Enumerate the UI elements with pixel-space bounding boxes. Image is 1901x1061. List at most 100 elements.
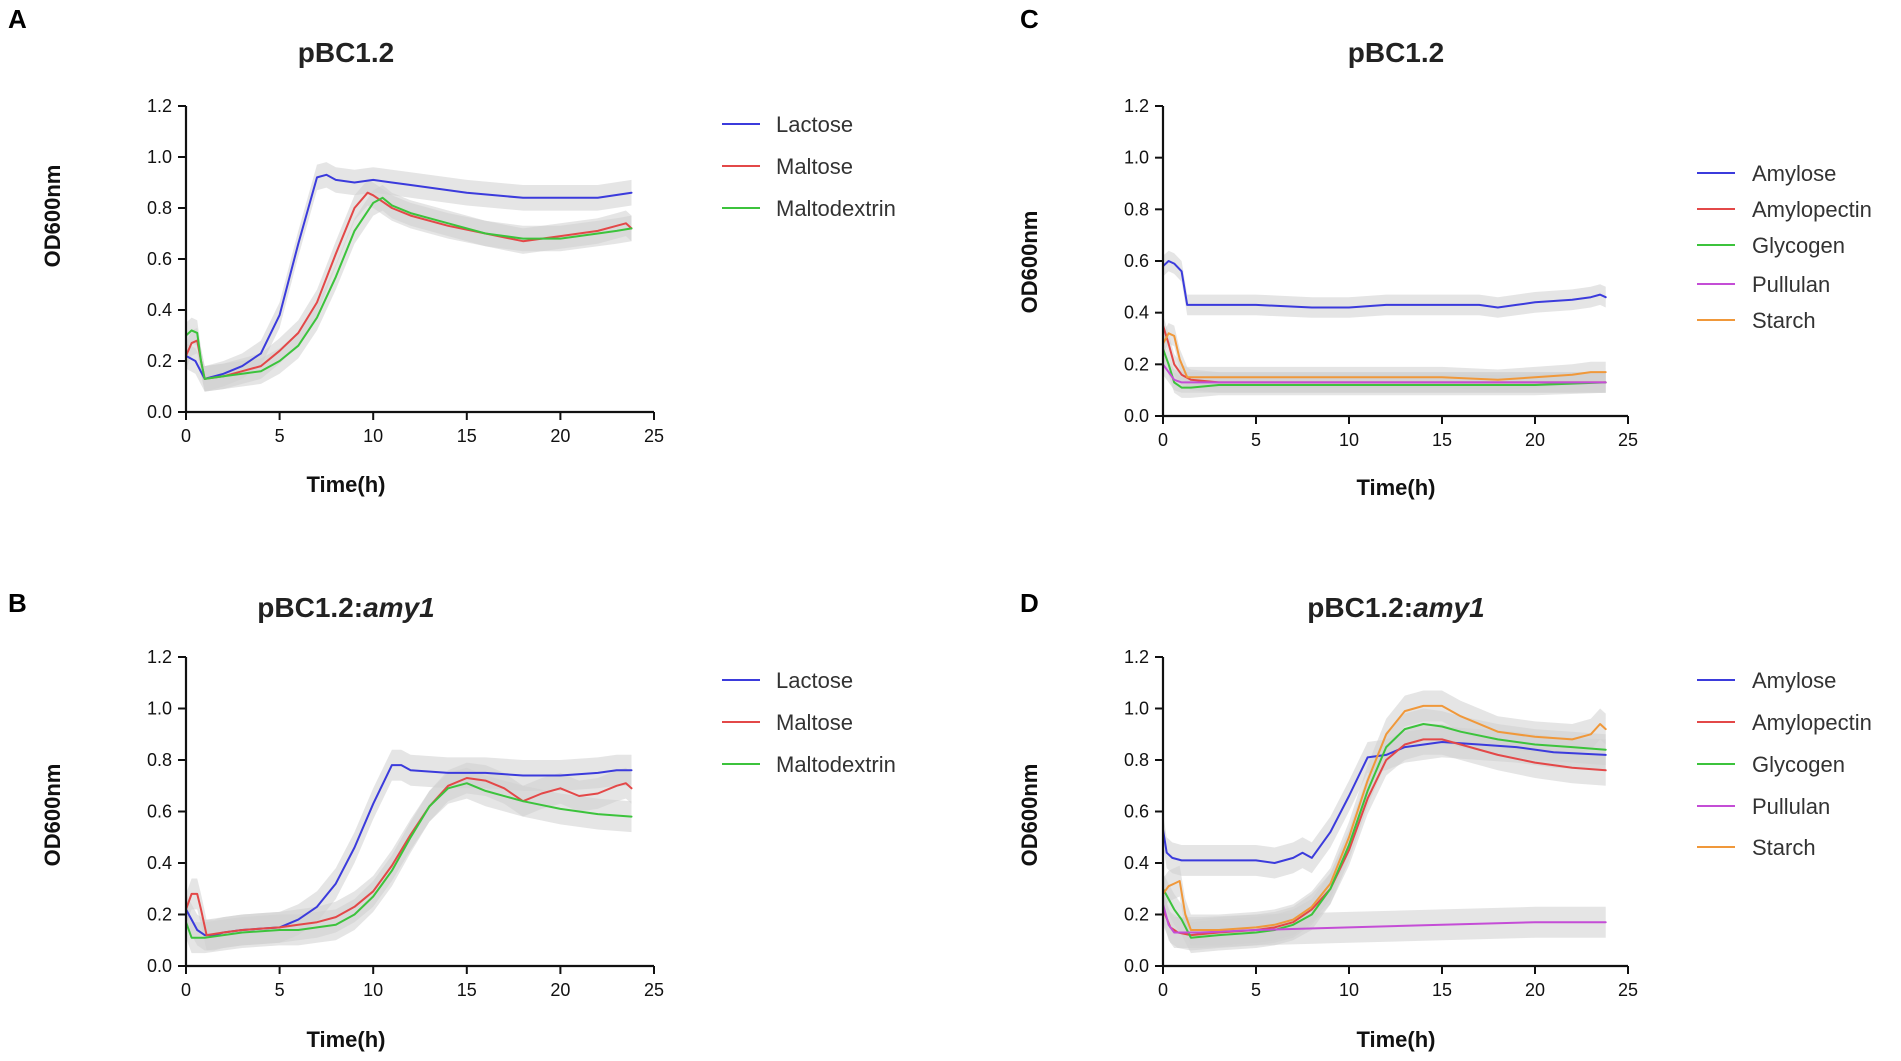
legend-label-b-maltodextrin: Maltodextrin: [776, 752, 896, 777]
legend-label-d-starch: Starch: [1752, 835, 1816, 860]
chart-title-b: pBC1.2:amy1: [257, 592, 434, 623]
x-tick-label-b: 20: [550, 980, 570, 1000]
panel-letter-c: C: [1020, 4, 1039, 34]
x-tick-label-d: 20: [1525, 980, 1545, 1000]
y-tick-label-c: 0.6: [1124, 251, 1149, 271]
y-tick-label-b: 0.0: [147, 956, 172, 976]
y-tick-label-d: 1.0: [1124, 699, 1149, 719]
x-axis-label-b: Time(h): [306, 1027, 385, 1052]
axes-b: 0 5 10 15 20 25 0.0 0.2 0.4 0.6 0.8 1.0 1.2: [147, 647, 664, 1000]
y-tick-label-b: 0.8: [147, 750, 172, 770]
panel-letter-a: A: [8, 4, 27, 34]
legend-label-c-amylose: Amylose: [1752, 161, 1836, 186]
y-tick-label-b: 0.2: [147, 905, 172, 925]
y-tick-label-d: 0.2: [1124, 905, 1149, 925]
error-bands-c: [1163, 250, 1606, 398]
series-line-a-maltodextrin: [185, 196, 633, 380]
error-bands-d: [1163, 690, 1606, 954]
axes-d: 0 5 10 15 20 25 0.0 0.2 0.4 0.6 0.8 1.0 1.2: [1124, 647, 1638, 1000]
legend-label-d-amylose: Amylose: [1752, 668, 1836, 693]
series-line-d-starch: [1162, 704, 1607, 931]
y-axis-label-a: OD600nm: [40, 165, 65, 268]
y-axis-label-d: OD600nm: [1017, 764, 1042, 867]
y-tick-label-c: 1.2: [1124, 96, 1149, 116]
y-tick-label-c: 0.8: [1124, 199, 1149, 219]
y-tick-label-d: 0.8: [1124, 750, 1149, 770]
error-bands-b: [186, 749, 632, 954]
error-band-b-maltodextrin: [186, 767, 632, 954]
series-line-a-lactose: [185, 173, 633, 380]
legend-label-a-maltodextrin: Maltodextrin: [776, 196, 896, 221]
x-tick-label-a: 20: [550, 426, 570, 446]
y-tick-label-a: 0.0: [147, 402, 172, 422]
chart-title-c: pBC1.2: [1348, 37, 1444, 68]
error-band-c-starch: [1163, 323, 1606, 391]
series-line-b-maltodextrin: [185, 782, 633, 939]
y-axis-label-c: OD600nm: [1017, 211, 1042, 314]
y-tick-label-b: 1.2: [147, 647, 172, 667]
legend-b: Lactose Maltose Maltodextrin: [722, 668, 896, 777]
series-lines-c: [1162, 260, 1607, 389]
y-tick-label-c: 0.4: [1124, 303, 1149, 323]
chart-title-b-plain: pBC1.2:: [257, 592, 363, 623]
x-tick-label-d: 10: [1339, 980, 1359, 1000]
y-tick-label-a: 0.8: [147, 198, 172, 218]
legend-label-c-amylopectin: Amylopectin: [1752, 197, 1872, 222]
legend-a: Lactose Maltose Maltodextrin: [722, 112, 896, 221]
x-tick-label-b: 0: [181, 980, 191, 1000]
x-tick-label-a: 5: [275, 426, 285, 446]
panel-letter-d: D: [1020, 588, 1039, 618]
x-tick-label-a: 25: [644, 426, 664, 446]
error-band-a-maltodextrin: [186, 185, 632, 392]
y-axis-label-b: OD600nm: [40, 764, 65, 867]
legend-c: Amylose Amylopectin Glycogen Pullulan St…: [1697, 161, 1872, 333]
series-line-b-maltose: [185, 777, 633, 937]
x-axis-label-a: Time(h): [306, 472, 385, 497]
x-tick-label-a: 10: [363, 426, 383, 446]
y-tick-label-a: 1.2: [147, 96, 172, 116]
series-line-d-pullulan: [1162, 903, 1607, 934]
x-tick-label-d: 0: [1158, 980, 1168, 1000]
x-tick-label-c: 25: [1618, 430, 1638, 450]
y-tick-label-b: 0.6: [147, 802, 172, 822]
series-line-d-amylose: [1162, 741, 1607, 864]
x-tick-label-a: 0: [181, 426, 191, 446]
y-tick-label-b: 1.0: [147, 699, 172, 719]
x-tick-label-b: 25: [644, 980, 664, 1000]
error-band-c-amylose: [1163, 250, 1606, 318]
y-tick-label-c: 0.2: [1124, 354, 1149, 374]
chart-title-c-plain: pBC1.2: [1348, 37, 1444, 68]
x-axis-label-d: Time(h): [1356, 1027, 1435, 1052]
legend-label-a-lactose: Lactose: [776, 112, 853, 137]
series-line-d-amylopectin: [1162, 738, 1607, 937]
legend-label-d-amylopectin: Amylopectin: [1752, 710, 1872, 735]
y-tick-label-c: 0.0: [1124, 406, 1149, 426]
panel-a: A pBC1.2 0 5 10 15 20 25 0.0 0.2 0.4 0.6 0.8 1.0 1.2…: [8, 4, 896, 497]
y-tick-label-c: 1.0: [1124, 148, 1149, 168]
series-line-c-pullulan: [1162, 363, 1607, 384]
x-tick-label-d: 15: [1432, 980, 1452, 1000]
series-line-c-starch: [1162, 332, 1607, 381]
legend-d: Amylose Amylopectin Glycogen Pullulan St…: [1697, 668, 1872, 860]
y-tick-label-b: 0.4: [147, 853, 172, 873]
x-tick-label-a: 15: [457, 426, 477, 446]
y-tick-label-a: 0.4: [147, 300, 172, 320]
panel-c: C pBC1.2 0 5 10 15 20 25 0.0 0.2 0.4 0.6 0.8 1.0 1.2…: [1017, 4, 1872, 500]
chart-title-a: pBC1.2: [298, 37, 394, 68]
y-tick-label-d: 0.4: [1124, 853, 1149, 873]
panel-b: B pBC1.2:amy1 0 5 10 15 20 25 0.0 0.2 0.4 0.6 0.8 1…: [8, 588, 896, 1052]
series-lines-d: [1162, 704, 1607, 939]
panel-d: D pBC1.2:amy1 0 5 10 15 20 25 0.0 0.2 0.4 0.6 0.8 1…: [1017, 588, 1872, 1052]
series-lines-b: [185, 764, 633, 939]
chart-title-d-plain: pBC1.2:: [1307, 592, 1413, 623]
y-tick-label-d: 0.6: [1124, 802, 1149, 822]
x-tick-label-d: 5: [1251, 980, 1261, 1000]
series-line-c-amylose: [1162, 260, 1607, 309]
y-tick-label-a: 1.0: [147, 147, 172, 167]
legend-label-c-pullulan: Pullulan: [1752, 272, 1830, 297]
axes-c: 0 5 10 15 20 25 0.0 0.2 0.4 0.6 0.8 1.0 1.2: [1124, 96, 1638, 450]
legend-label-d-pullulan: Pullulan: [1752, 794, 1830, 819]
y-tick-label-a: 0.2: [147, 351, 172, 371]
series-line-d-glycogen: [1162, 723, 1607, 939]
